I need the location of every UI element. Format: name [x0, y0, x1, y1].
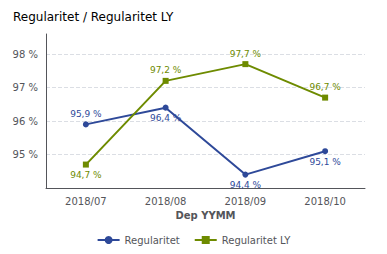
svg-text:Regularitet LY: Regularitet LY	[222, 235, 292, 246]
svg-text:96,7 %: 96,7 %	[309, 82, 341, 92]
svg-text:97,2 %: 97,2 %	[150, 65, 182, 75]
svg-text:2018/07: 2018/07	[65, 196, 107, 207]
svg-text:Dep YYMM: Dep YYMM	[175, 210, 235, 221]
svg-text:97,7 %: 97,7 %	[230, 49, 262, 59]
svg-text:94,4 %: 94,4 %	[230, 180, 262, 190]
svg-text:2018/10: 2018/10	[304, 196, 346, 207]
svg-text:98 %: 98 %	[13, 49, 38, 60]
svg-text:97 %: 97 %	[13, 82, 38, 93]
svg-text:2018/08: 2018/08	[145, 196, 187, 207]
svg-text:94,7 %: 94,7 %	[70, 170, 102, 180]
svg-text:Regularitet / Regularitet LY: Regularitet / Regularitet LY	[13, 10, 174, 24]
svg-text:96,4 %: 96,4 %	[150, 113, 182, 123]
svg-text:95 %: 95 %	[13, 149, 38, 160]
svg-text:Regularitet: Regularitet	[125, 235, 180, 246]
svg-text:95,9 %: 95,9 %	[70, 109, 102, 119]
svg-text:2018/09: 2018/09	[225, 196, 267, 207]
svg-text:95,1 %: 95,1 %	[309, 157, 341, 167]
svg-text:96 %: 96 %	[13, 116, 38, 127]
